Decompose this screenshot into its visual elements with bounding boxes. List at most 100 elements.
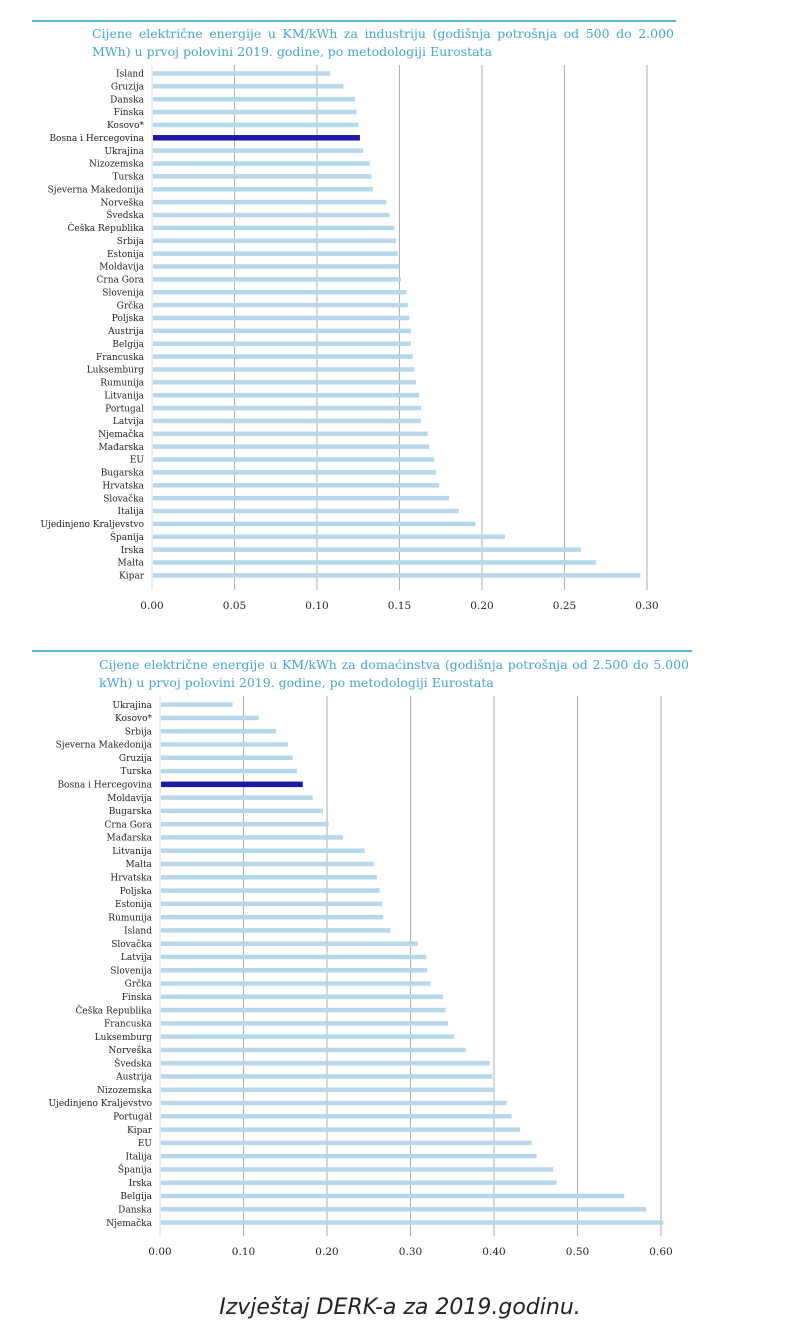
title-rule xyxy=(32,20,676,22)
category-label: Francuska xyxy=(104,1020,153,1030)
category-label: EU xyxy=(130,456,145,466)
x-tick-label: 0.00 xyxy=(140,600,163,612)
category-label: Moldavija xyxy=(99,263,144,273)
bar xyxy=(153,148,364,153)
bar xyxy=(161,1127,520,1132)
bar xyxy=(153,521,476,527)
bar xyxy=(153,367,415,372)
category-label: Švedska xyxy=(106,209,144,221)
bar xyxy=(161,914,383,920)
category-label: Austrija xyxy=(107,327,145,337)
category-label: Italija xyxy=(118,507,145,517)
x-tick-label: 0.40 xyxy=(482,1246,505,1258)
category-label: Island xyxy=(124,927,152,937)
bar xyxy=(153,251,398,256)
category-label: Švedska xyxy=(114,1057,152,1069)
x-tick-label: 0.60 xyxy=(649,1246,672,1258)
bar xyxy=(161,1167,554,1172)
bar xyxy=(161,715,259,721)
bar xyxy=(153,573,641,578)
category-label: Italija xyxy=(126,1152,153,1162)
category-label: Bosna i Hercegovina xyxy=(57,781,152,791)
category-label: Turska xyxy=(112,173,144,183)
bar xyxy=(161,808,323,814)
bar xyxy=(153,405,421,411)
bar xyxy=(161,795,313,800)
bar xyxy=(161,1114,512,1119)
bar xyxy=(153,444,430,449)
bar xyxy=(161,1047,466,1053)
category-label: Portugal xyxy=(113,1113,152,1123)
bar xyxy=(153,457,435,462)
bar xyxy=(161,755,293,761)
bar xyxy=(153,354,413,359)
category-label: Grčka xyxy=(125,979,153,990)
category-label: Moldavija xyxy=(107,794,152,804)
bar xyxy=(161,1060,490,1066)
x-tick-label: 0.20 xyxy=(470,600,493,612)
bar xyxy=(161,1100,507,1106)
bar xyxy=(161,1193,625,1199)
bar xyxy=(153,418,421,424)
category-label: Kosovo* xyxy=(115,714,152,724)
bar xyxy=(161,1021,449,1026)
bar xyxy=(153,508,459,514)
category-label: Rumunija xyxy=(100,379,144,389)
category-label: Ujedinjeno Kraljevstvo xyxy=(40,520,144,530)
category-label: Slovačka xyxy=(103,493,144,504)
category-label: Portugal xyxy=(105,404,144,414)
chart-title: Cijene električne energije u KM/kWh za i… xyxy=(92,26,674,59)
category-label: Hrvatska xyxy=(110,873,152,883)
bar xyxy=(161,994,444,1000)
category-label: Poljska xyxy=(120,887,153,897)
category-label: Danska xyxy=(118,1205,152,1215)
category-label: Njemačka xyxy=(106,1218,152,1229)
bar xyxy=(161,901,383,907)
bar xyxy=(153,560,596,565)
bar xyxy=(161,981,431,986)
bar xyxy=(161,1034,454,1039)
bar xyxy=(161,742,288,747)
bar xyxy=(153,302,408,308)
bar xyxy=(161,1074,493,1079)
bar xyxy=(161,954,427,960)
bar xyxy=(153,238,397,243)
category-label: Finska xyxy=(122,993,153,1003)
bar xyxy=(161,875,378,880)
category-label: Gruzija xyxy=(119,754,153,764)
category-label: Luksemburg xyxy=(87,366,145,376)
category-label: Turska xyxy=(120,767,152,777)
category-label: Latvija xyxy=(121,953,153,963)
category-label: Norveška xyxy=(101,197,145,208)
bar xyxy=(161,967,428,973)
category-label: Nizozemska xyxy=(89,160,145,170)
bar xyxy=(161,848,365,853)
bar-highlight xyxy=(153,135,360,141)
category-label: Luksemburg xyxy=(95,1033,153,1043)
category-label: Španija xyxy=(118,1164,153,1176)
bar xyxy=(153,161,370,166)
category-label: Austrija xyxy=(115,1073,153,1083)
category-label: Crna Gora xyxy=(97,276,145,286)
x-tick-label: 0.20 xyxy=(315,1246,338,1258)
chart-title: Cijene električne energije u KM/kWh za d… xyxy=(99,657,689,690)
bar xyxy=(153,315,410,321)
bar xyxy=(153,289,407,295)
category-label: Kipar xyxy=(119,572,145,582)
x-tick-label: 0.15 xyxy=(388,600,411,612)
x-tick-label: 0.30 xyxy=(399,1246,422,1258)
category-label: Mađarska xyxy=(107,834,153,844)
figure-caption: Izvještaj DERK-a za 2019.godinu. xyxy=(219,1295,581,1320)
category-label: Norveška xyxy=(109,1045,153,1056)
category-label: Kipar xyxy=(127,1126,153,1136)
category-label: Malta xyxy=(126,860,153,870)
bar xyxy=(161,1087,495,1093)
bar xyxy=(153,212,390,218)
bar xyxy=(161,1180,557,1185)
category-label: Sjeverna Makedonija xyxy=(48,185,145,195)
bar xyxy=(161,1153,537,1159)
category-label: Slovačka xyxy=(111,939,152,950)
title-rule xyxy=(32,650,692,652)
bar xyxy=(153,174,372,179)
category-label: Njemačka xyxy=(98,429,144,440)
